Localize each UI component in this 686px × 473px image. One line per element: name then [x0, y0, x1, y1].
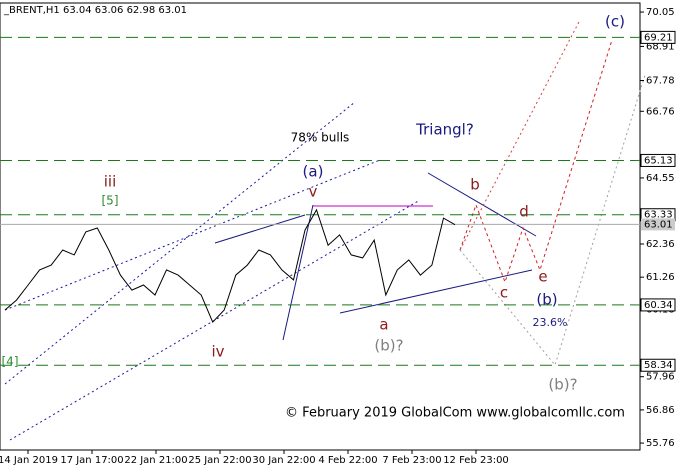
- level-label: 58.34: [644, 360, 673, 371]
- x-tick-label: 14 Jan 2019: [0, 455, 58, 466]
- y-tick-label: 67.78: [646, 76, 675, 87]
- annotation: [5]: [102, 194, 119, 208]
- annotation: c: [500, 284, 508, 302]
- x-tick-label: 25 Jan 22:00: [188, 455, 251, 466]
- projection-path: [459, 19, 581, 251]
- triangle-line: [339, 269, 533, 314]
- level-label: 60.34: [644, 300, 673, 311]
- y-tick-label: 66.76: [646, 106, 675, 117]
- trend-line: [282, 204, 314, 341]
- last-price-box: [641, 218, 675, 231]
- annotation: b: [470, 176, 480, 194]
- trend-line: [214, 214, 306, 244]
- y-tick-label: 61.26: [646, 272, 675, 283]
- y-tick-label: 64.55: [646, 173, 675, 184]
- annotation: 78% bulls: [291, 131, 350, 145]
- y-tick-label: 56.86: [646, 405, 675, 416]
- level-box: [640, 30, 676, 44]
- y-tick-label: 57.96: [646, 372, 675, 383]
- level-box: [640, 153, 676, 167]
- level-label: 63.33: [644, 210, 673, 221]
- level-box: [640, 358, 676, 372]
- annotation: © February 2019 GlobalCom www.globalcoml…: [285, 406, 625, 421]
- annotation: e: [538, 268, 547, 286]
- last-price-label: 63.01: [644, 219, 673, 230]
- chart-title: _BRENT,H1 63.04 63.06 62.98 63.01: [3, 5, 187, 16]
- level-label: 69.21: [644, 32, 673, 43]
- x-tick-label: 7 Feb 23:00: [382, 455, 441, 466]
- triangle-line: [427, 172, 537, 237]
- projection-path: [459, 74, 646, 367]
- annotation: 23.6%: [533, 316, 568, 329]
- annotation: iv: [211, 343, 224, 361]
- annotation: (c): [605, 13, 625, 31]
- annotation: a: [379, 316, 388, 334]
- annotation: iii: [104, 173, 117, 191]
- wave-drawings: [4, 19, 646, 441]
- y-tick-label: 55.76: [646, 438, 675, 449]
- projection-path: [459, 39, 613, 284]
- annotation: (b): [536, 291, 557, 309]
- x-tick-label: 22 Jan 21:00: [124, 455, 187, 466]
- annotation: v: [309, 183, 318, 201]
- x-tick-label: 4 Feb 22:00: [318, 455, 377, 466]
- level-label: 65.13: [644, 155, 673, 166]
- x-tick-label: 17 Jan 17:00: [60, 455, 123, 466]
- annotation: [4]: [2, 355, 19, 369]
- y-tick-label: 70.05: [646, 7, 675, 18]
- x-tick-label: 12 Feb 23:00: [443, 455, 509, 466]
- level-box: [640, 298, 676, 312]
- plot-frame: [0, 2, 641, 451]
- annotation: Triangl?: [415, 121, 474, 139]
- annotation: d: [519, 203, 529, 221]
- channel-line: [4, 159, 381, 311]
- channel-line: [9, 199, 421, 441]
- annotation: (a): [303, 163, 324, 181]
- annotation: (b)?: [548, 376, 577, 394]
- y-tick-label: 62.36: [646, 239, 675, 250]
- y-tick-label: 68.91: [646, 41, 675, 52]
- price-line: [4, 208, 456, 323]
- x-tick-label: 30 Jan 22:00: [252, 455, 315, 466]
- annotation: (b)?: [374, 337, 403, 355]
